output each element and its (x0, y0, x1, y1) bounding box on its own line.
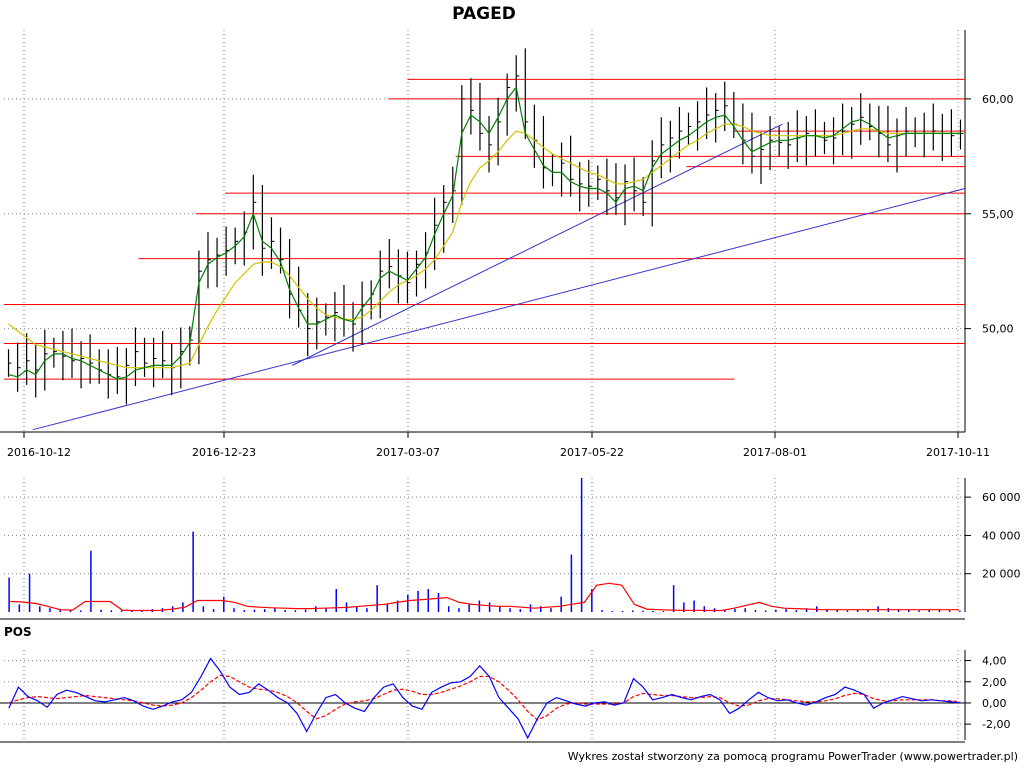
chart-title: PAGED (452, 4, 516, 24)
y-tick-label: 60,00 (982, 93, 1014, 106)
price-pane: 60,00 55,00 50,00 2016-10-12 2016-12-23 2017-… (0, 30, 1014, 459)
y-tick-label: 4,00 (982, 655, 1007, 668)
volume-pane: 60 000 40 000 20 000 (0, 478, 1021, 620)
y-tick-label: -2,00 (982, 718, 1010, 731)
signal-line (8, 674, 961, 721)
y-tick-label: 60 000 (982, 491, 1021, 504)
x-tick-label: 2017-05-22 (560, 446, 624, 459)
trend-line (32, 188, 966, 431)
y-tick-label: 0,00 (982, 697, 1007, 710)
y-tick-label: 40 000 (982, 529, 1021, 542)
fast-moving-average-line (8, 85, 961, 380)
slow-moving-average-line (8, 123, 961, 369)
x-tick-label: 2017-03-07 (376, 446, 440, 459)
footer-credit: Wykres został stworzony za pomocą progra… (568, 750, 1018, 763)
x-tick-label: 2017-08-01 (743, 446, 807, 459)
pos-pane: POS 4,00 2,00 0,00 -2,00 (0, 625, 1010, 743)
pos-pane-label: POS (4, 625, 32, 639)
x-tick-label: 2016-12-23 (192, 446, 256, 459)
trend-line (292, 123, 783, 366)
y-tick-label: 50,00 (982, 323, 1014, 336)
x-tick-label: 2017-10-11 (926, 446, 990, 459)
volume-average-line (10, 582, 959, 612)
x-tick-label: 2016-10-12 (7, 446, 71, 459)
y-tick-label: 55,00 (982, 208, 1014, 221)
y-tick-label: 2,00 (982, 676, 1007, 689)
y-tick-label: 20 000 (982, 568, 1021, 581)
oscillator-line (8, 657, 961, 740)
